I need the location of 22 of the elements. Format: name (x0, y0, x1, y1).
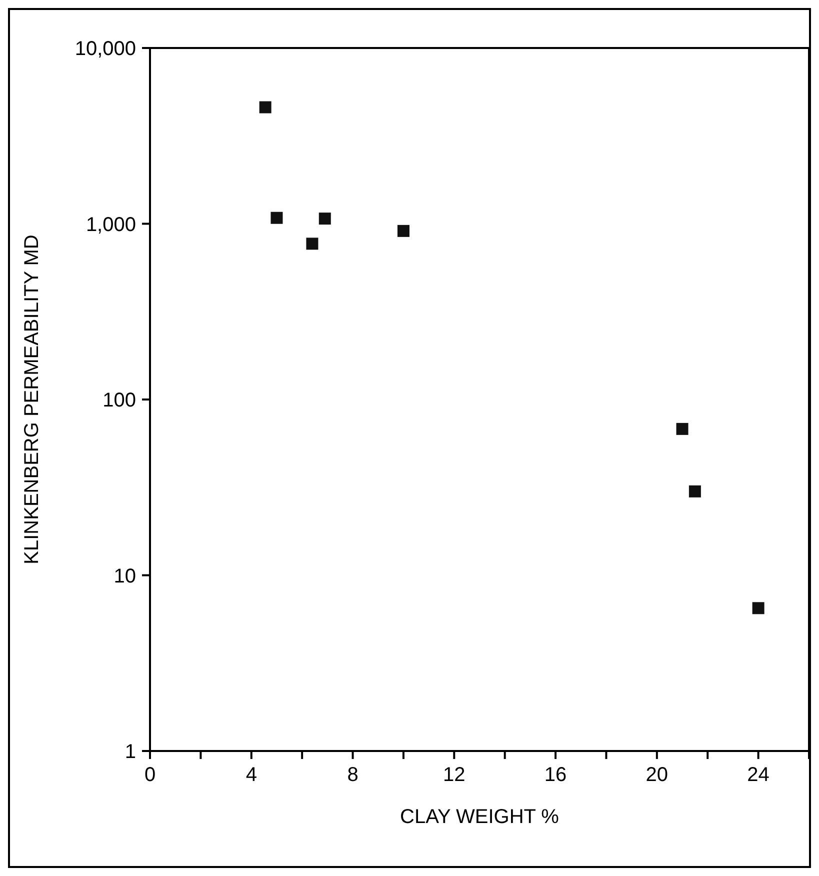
point (270, 212, 283, 224)
y-tick-label: 1,000 (86, 214, 136, 236)
point (318, 212, 331, 225)
y-axis-title: KLINKENBERG PERMEABILITY MD (21, 234, 43, 564)
x-tick-label: 24 (747, 764, 770, 786)
y-tick-label: 100 (102, 390, 136, 412)
y-tick-label: 10,000 (74, 38, 136, 60)
x-tick-label: 20 (646, 764, 668, 786)
point (752, 602, 764, 614)
point (676, 422, 688, 435)
x-tick-label: 16 (544, 764, 567, 786)
x-tick-label: 12 (443, 764, 466, 786)
x-axis-title: CLAY WEIGHT % (400, 806, 560, 828)
y-tick-label: 1 (124, 741, 136, 763)
point (688, 485, 701, 498)
point (397, 224, 410, 237)
point (306, 238, 318, 250)
point (259, 101, 272, 114)
x-tick-label: 4 (246, 764, 257, 786)
x-tick-label: 8 (347, 764, 358, 786)
y-tick-label: 10 (114, 565, 136, 588)
x-tick-label: 0 (144, 764, 156, 786)
